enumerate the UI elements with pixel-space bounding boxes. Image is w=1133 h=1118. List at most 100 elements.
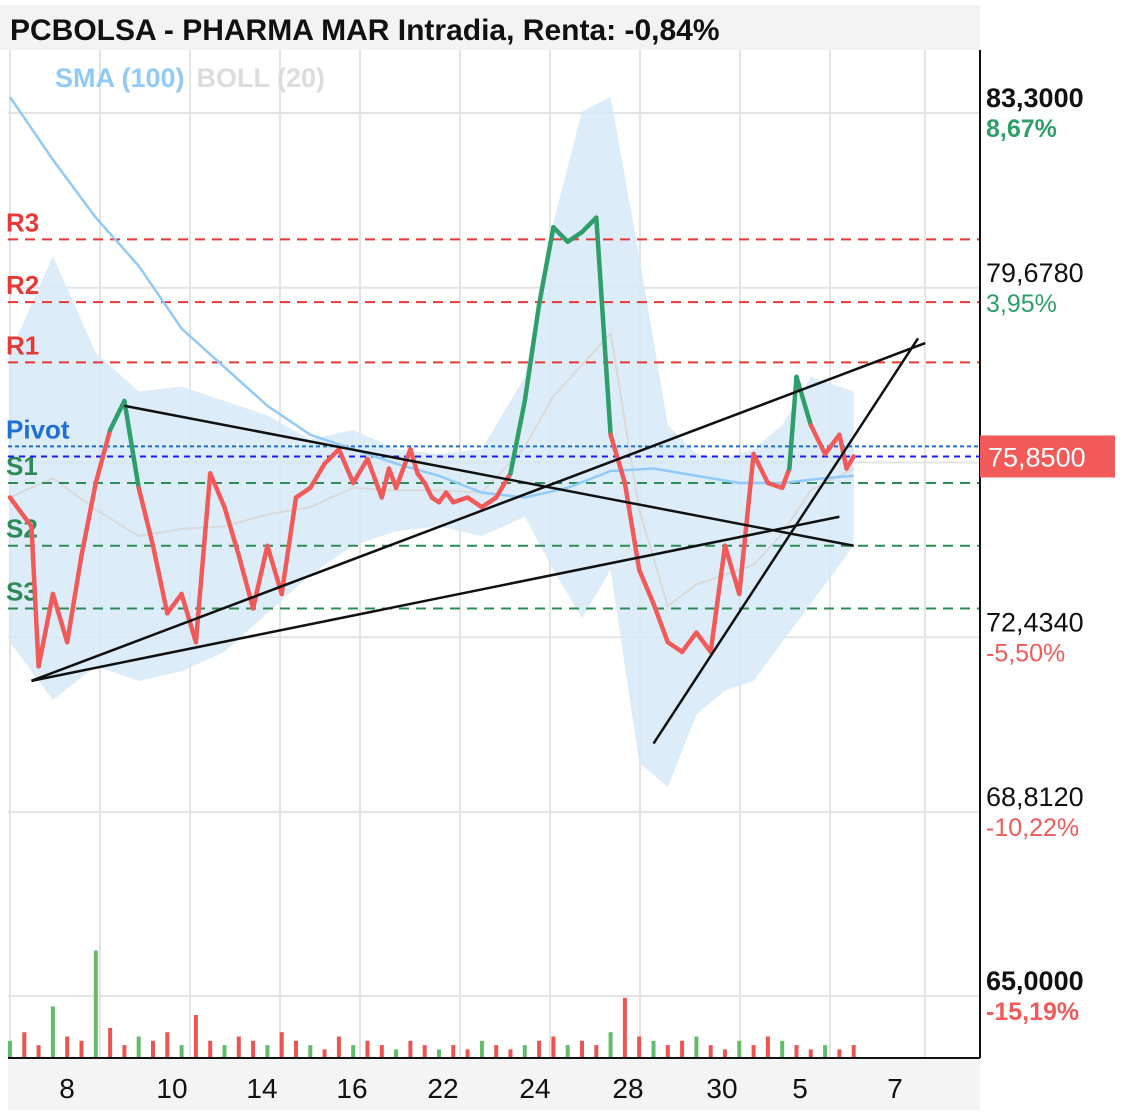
price-segment <box>844 454 856 471</box>
volume-bar <box>494 1045 499 1058</box>
volume-bar <box>565 1045 570 1058</box>
trend-line <box>652 337 920 745</box>
volume-bar <box>294 1040 298 1058</box>
sma-line <box>8 96 854 499</box>
volume-bar <box>336 1036 341 1058</box>
price-segment <box>622 480 642 573</box>
y-tick-percent: -10,22% <box>986 814 1079 842</box>
price-segment <box>222 504 242 558</box>
price-segment <box>122 398 141 491</box>
volume-bar <box>751 1045 756 1058</box>
current-price-badge <box>980 435 1115 478</box>
price-segment <box>794 374 814 428</box>
volume-bar <box>251 1040 256 1058</box>
volume-bar <box>708 1045 713 1058</box>
price-segment <box>193 471 213 645</box>
volume-bar <box>108 1027 113 1058</box>
volume-bar <box>236 1036 241 1058</box>
price-segment <box>694 630 713 655</box>
volume-bar <box>608 1032 613 1058</box>
volume-bar <box>680 1040 685 1058</box>
volume-bar <box>794 1045 799 1058</box>
price-segment <box>336 446 356 486</box>
price-segment <box>250 543 270 611</box>
level-label-r2: R2 <box>6 270 39 300</box>
volume-bar <box>408 1040 413 1058</box>
price-segment <box>379 466 392 500</box>
price-segment <box>422 480 435 500</box>
price-segment <box>579 215 599 235</box>
y-tick-label: 65,0000 <box>986 966 1084 996</box>
y-tick-percent: 8,67% <box>986 115 1057 143</box>
x-tick-label: 8 <box>59 1073 75 1104</box>
trend-line <box>31 515 840 683</box>
volume-bar <box>8 1040 12 1058</box>
level-label-r1: R1 <box>6 330 39 360</box>
price-segment <box>722 543 742 597</box>
price-segment <box>150 543 170 616</box>
x-tick-label: 5 <box>792 1073 808 1104</box>
volume-bar <box>308 1045 313 1058</box>
legend: SMA (100) BOLL (20) <box>55 63 325 93</box>
price-segment <box>293 485 313 500</box>
legend-item: SMA (100) <box>55 63 185 93</box>
volume-bar <box>93 950 98 1058</box>
volume-bar <box>36 1045 41 1058</box>
x-tick-label: 28 <box>612 1073 643 1104</box>
price-segment <box>29 524 41 669</box>
level-label-r3: R3 <box>6 207 39 237</box>
chart-title: PCBOLSA - PHARMA MAR Intradia, Renta: -0… <box>10 14 720 47</box>
volume-bar <box>737 1040 742 1058</box>
volume-bar <box>823 1045 828 1058</box>
volume-bar <box>723 1049 727 1058</box>
x-tick-label: 7 <box>887 1073 903 1104</box>
price-segment <box>822 432 842 457</box>
volume-bar <box>151 1040 155 1058</box>
volume-bar <box>594 1045 599 1058</box>
volume-bar <box>551 1036 556 1058</box>
level-label-pivot: Pivot <box>6 414 70 444</box>
volume-bar <box>437 1049 441 1058</box>
price-segment <box>207 471 227 510</box>
price-segment <box>651 601 671 645</box>
price-segment <box>50 591 70 645</box>
volume-bar <box>479 1040 484 1058</box>
y-axis: 83,30008,67%79,67803,95%76,056072,4340-5… <box>979 50 1115 1058</box>
price-segment <box>36 591 56 669</box>
volume-bar <box>508 1049 513 1058</box>
price-segment <box>808 422 828 457</box>
volume-bar <box>193 1015 198 1058</box>
volume-bar <box>780 1040 785 1058</box>
volume-bar <box>694 1036 699 1058</box>
volume-bar <box>22 1032 27 1058</box>
volume-bar <box>837 1049 842 1058</box>
legend-item: BOLL (20) <box>197 63 326 93</box>
price-segment <box>779 466 792 491</box>
price-segment <box>279 495 299 597</box>
price-segment <box>308 461 327 491</box>
price-segment <box>350 456 370 486</box>
volume-bar <box>50 1006 55 1058</box>
trend-line <box>124 404 854 547</box>
price-segment <box>236 553 256 611</box>
price-segment <box>179 591 199 645</box>
volume-bar <box>622 997 627 1058</box>
price-segment <box>93 427 113 486</box>
x-axis-band <box>8 1058 980 1110</box>
price-segment <box>393 446 413 491</box>
bollinger-band-area <box>10 97 854 787</box>
volume-bar <box>422 1045 427 1058</box>
price-segment <box>508 398 528 476</box>
volume-bar <box>522 1045 527 1058</box>
x-tick-label: 10 <box>156 1073 187 1104</box>
volume-bar <box>765 1036 770 1058</box>
volume-bar <box>808 1049 813 1058</box>
volume-bar <box>537 1040 542 1058</box>
volume-bar <box>394 1049 399 1058</box>
price-segment <box>522 302 542 404</box>
price-segment <box>7 495 34 529</box>
volume-bar <box>637 1036 642 1058</box>
volume-bar <box>279 1032 284 1058</box>
bollinger-middle-line <box>9 331 855 608</box>
